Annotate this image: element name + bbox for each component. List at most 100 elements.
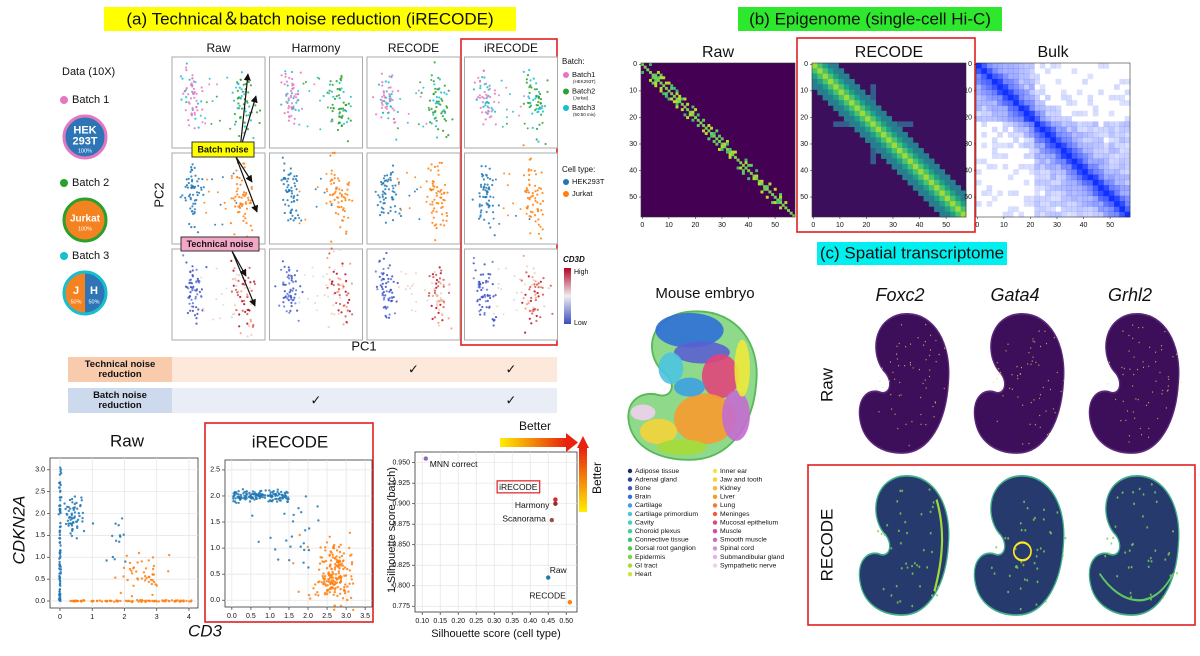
map-cell [1108,174,1115,181]
map-cell [997,94,1003,101]
map-cell [1071,163,1078,170]
scatter-dot [323,593,327,596]
map-cell [843,121,850,128]
check-mark: ✓ [408,361,419,376]
scatter-dot [130,600,134,604]
scatter-dot [523,122,526,125]
map-cell [1002,121,1009,128]
map-cell [1029,195,1035,202]
legend-label: Epidermis [635,554,666,561]
scatter-dot [77,512,81,515]
scatter-dot [416,188,419,191]
map-cell [939,190,946,197]
map-cell [981,142,987,149]
scatter-dot [147,559,150,562]
scatter-dot [308,527,311,530]
map-cell [1098,137,1104,143]
map-frame [811,62,967,218]
map-cell [1124,132,1131,138]
map-cell [1013,206,1019,212]
scatter-dot [388,95,391,98]
scatter-dot [447,317,450,320]
expression-spot [920,413,922,416]
map-cell [1119,153,1125,159]
scatter-dot [59,472,63,475]
scatter-dot [438,308,441,311]
scatter-dot [481,295,484,298]
map-cell [827,68,834,74]
scatter-dot [342,101,345,104]
map-cell [997,132,1003,138]
map-cell [838,121,845,128]
scatter-dot [378,259,381,262]
legend-label: Heart [635,571,652,578]
map-cell [1082,211,1088,218]
scatter-dot [234,205,237,208]
row-label: reduction [98,400,141,411]
scatter-dot [325,188,328,191]
map-cell [1124,78,1131,85]
scatter-dot [70,497,74,501]
scatter-dot [481,286,484,289]
scatter-dot [111,555,115,559]
scatter-dot [297,92,300,95]
scatter-dot [246,322,249,325]
scatter-dot [435,201,438,205]
scatter-dot [479,308,482,311]
map-cell [1050,158,1056,165]
map-cell [1002,68,1009,74]
scatter-dot [437,280,440,283]
scatter-dot [441,110,444,113]
map-cell [939,206,946,212]
expression-spot [1007,590,1010,594]
map-cell [1050,63,1056,69]
scatter-dot [195,288,199,291]
y-tick-label: 0.5 [35,576,45,583]
y-tick-label: 0.775 [392,603,410,610]
expression-spot [1024,528,1027,532]
scatter-dot [505,267,508,270]
scatter-dot [431,282,434,285]
scatter-dot [396,281,399,285]
scatter-dot [193,166,196,169]
scatter-dot [335,549,339,552]
scatter-dot [232,284,235,287]
scatter-dot [283,512,286,515]
scatter-dot [443,84,446,87]
map-cell [912,174,919,181]
map-cell [1108,179,1115,186]
expression-spot [944,347,946,349]
scatter-dot [347,216,350,219]
map-cell [733,150,737,154]
scatter-dot [188,222,191,226]
scatter-dot [236,193,239,196]
scatter-dot [238,86,241,89]
map-cell [1034,132,1041,138]
annotation-arrow [239,95,258,151]
map-cell [707,124,711,128]
scatter-dot [485,279,488,283]
scatter-dot [136,561,139,564]
scatter-dot [348,531,352,534]
map-cell [886,137,892,143]
annotation-arrow [235,156,253,183]
scatter-dot [485,97,488,100]
scatter-dot [333,313,336,316]
scatter-dot [529,232,532,235]
map-cell [1071,174,1078,181]
scatter-dot [233,233,236,236]
point-label: iRECODE [499,482,538,492]
expression-trace [933,499,944,592]
scatter-dot [230,197,233,200]
map-cell [680,102,684,106]
scatter-dot [328,574,331,577]
expression-spot [1168,378,1170,381]
scatter-dot [293,182,296,185]
expression-spot [924,340,926,343]
scatter-dot [179,75,182,78]
row-label: Batch noise [93,390,147,401]
scatter-dot [323,577,327,580]
map-cell [1034,169,1041,175]
scatter-dot [253,282,256,286]
expression-spot [909,364,911,366]
